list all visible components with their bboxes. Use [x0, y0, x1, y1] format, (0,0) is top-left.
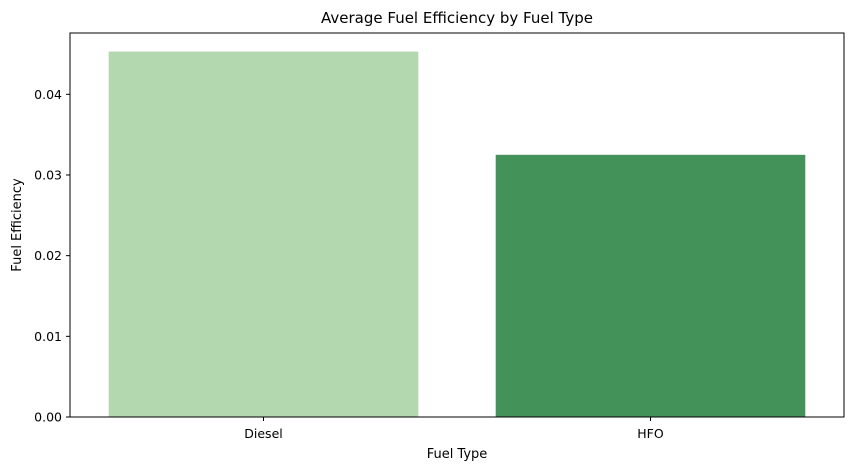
y-tick-label: 0.01	[34, 329, 62, 344]
bars	[108, 51, 806, 417]
bar-hfo	[495, 154, 806, 417]
y-tick-label: 0.04	[34, 87, 62, 102]
x-axis-label: Fuel Type	[427, 447, 488, 462]
x-tick-label: Diesel	[244, 426, 282, 441]
x-tick-label: HFO	[637, 426, 664, 441]
x-axis-ticks: Diesel HFO	[244, 417, 664, 441]
y-tick-label: 0.00	[34, 410, 62, 425]
y-axis-label: Fuel Efficiency	[10, 178, 25, 272]
y-tick-label: 0.02	[34, 248, 62, 263]
bar-diesel	[108, 51, 419, 417]
chart-title: Average Fuel Efficiency by Fuel Type	[321, 9, 593, 27]
plot-frame	[69, 32, 845, 418]
y-axis-ticks: 0.00 0.01 0.02 0.03 0.04	[34, 87, 70, 425]
y-tick-label: 0.03	[34, 167, 62, 182]
